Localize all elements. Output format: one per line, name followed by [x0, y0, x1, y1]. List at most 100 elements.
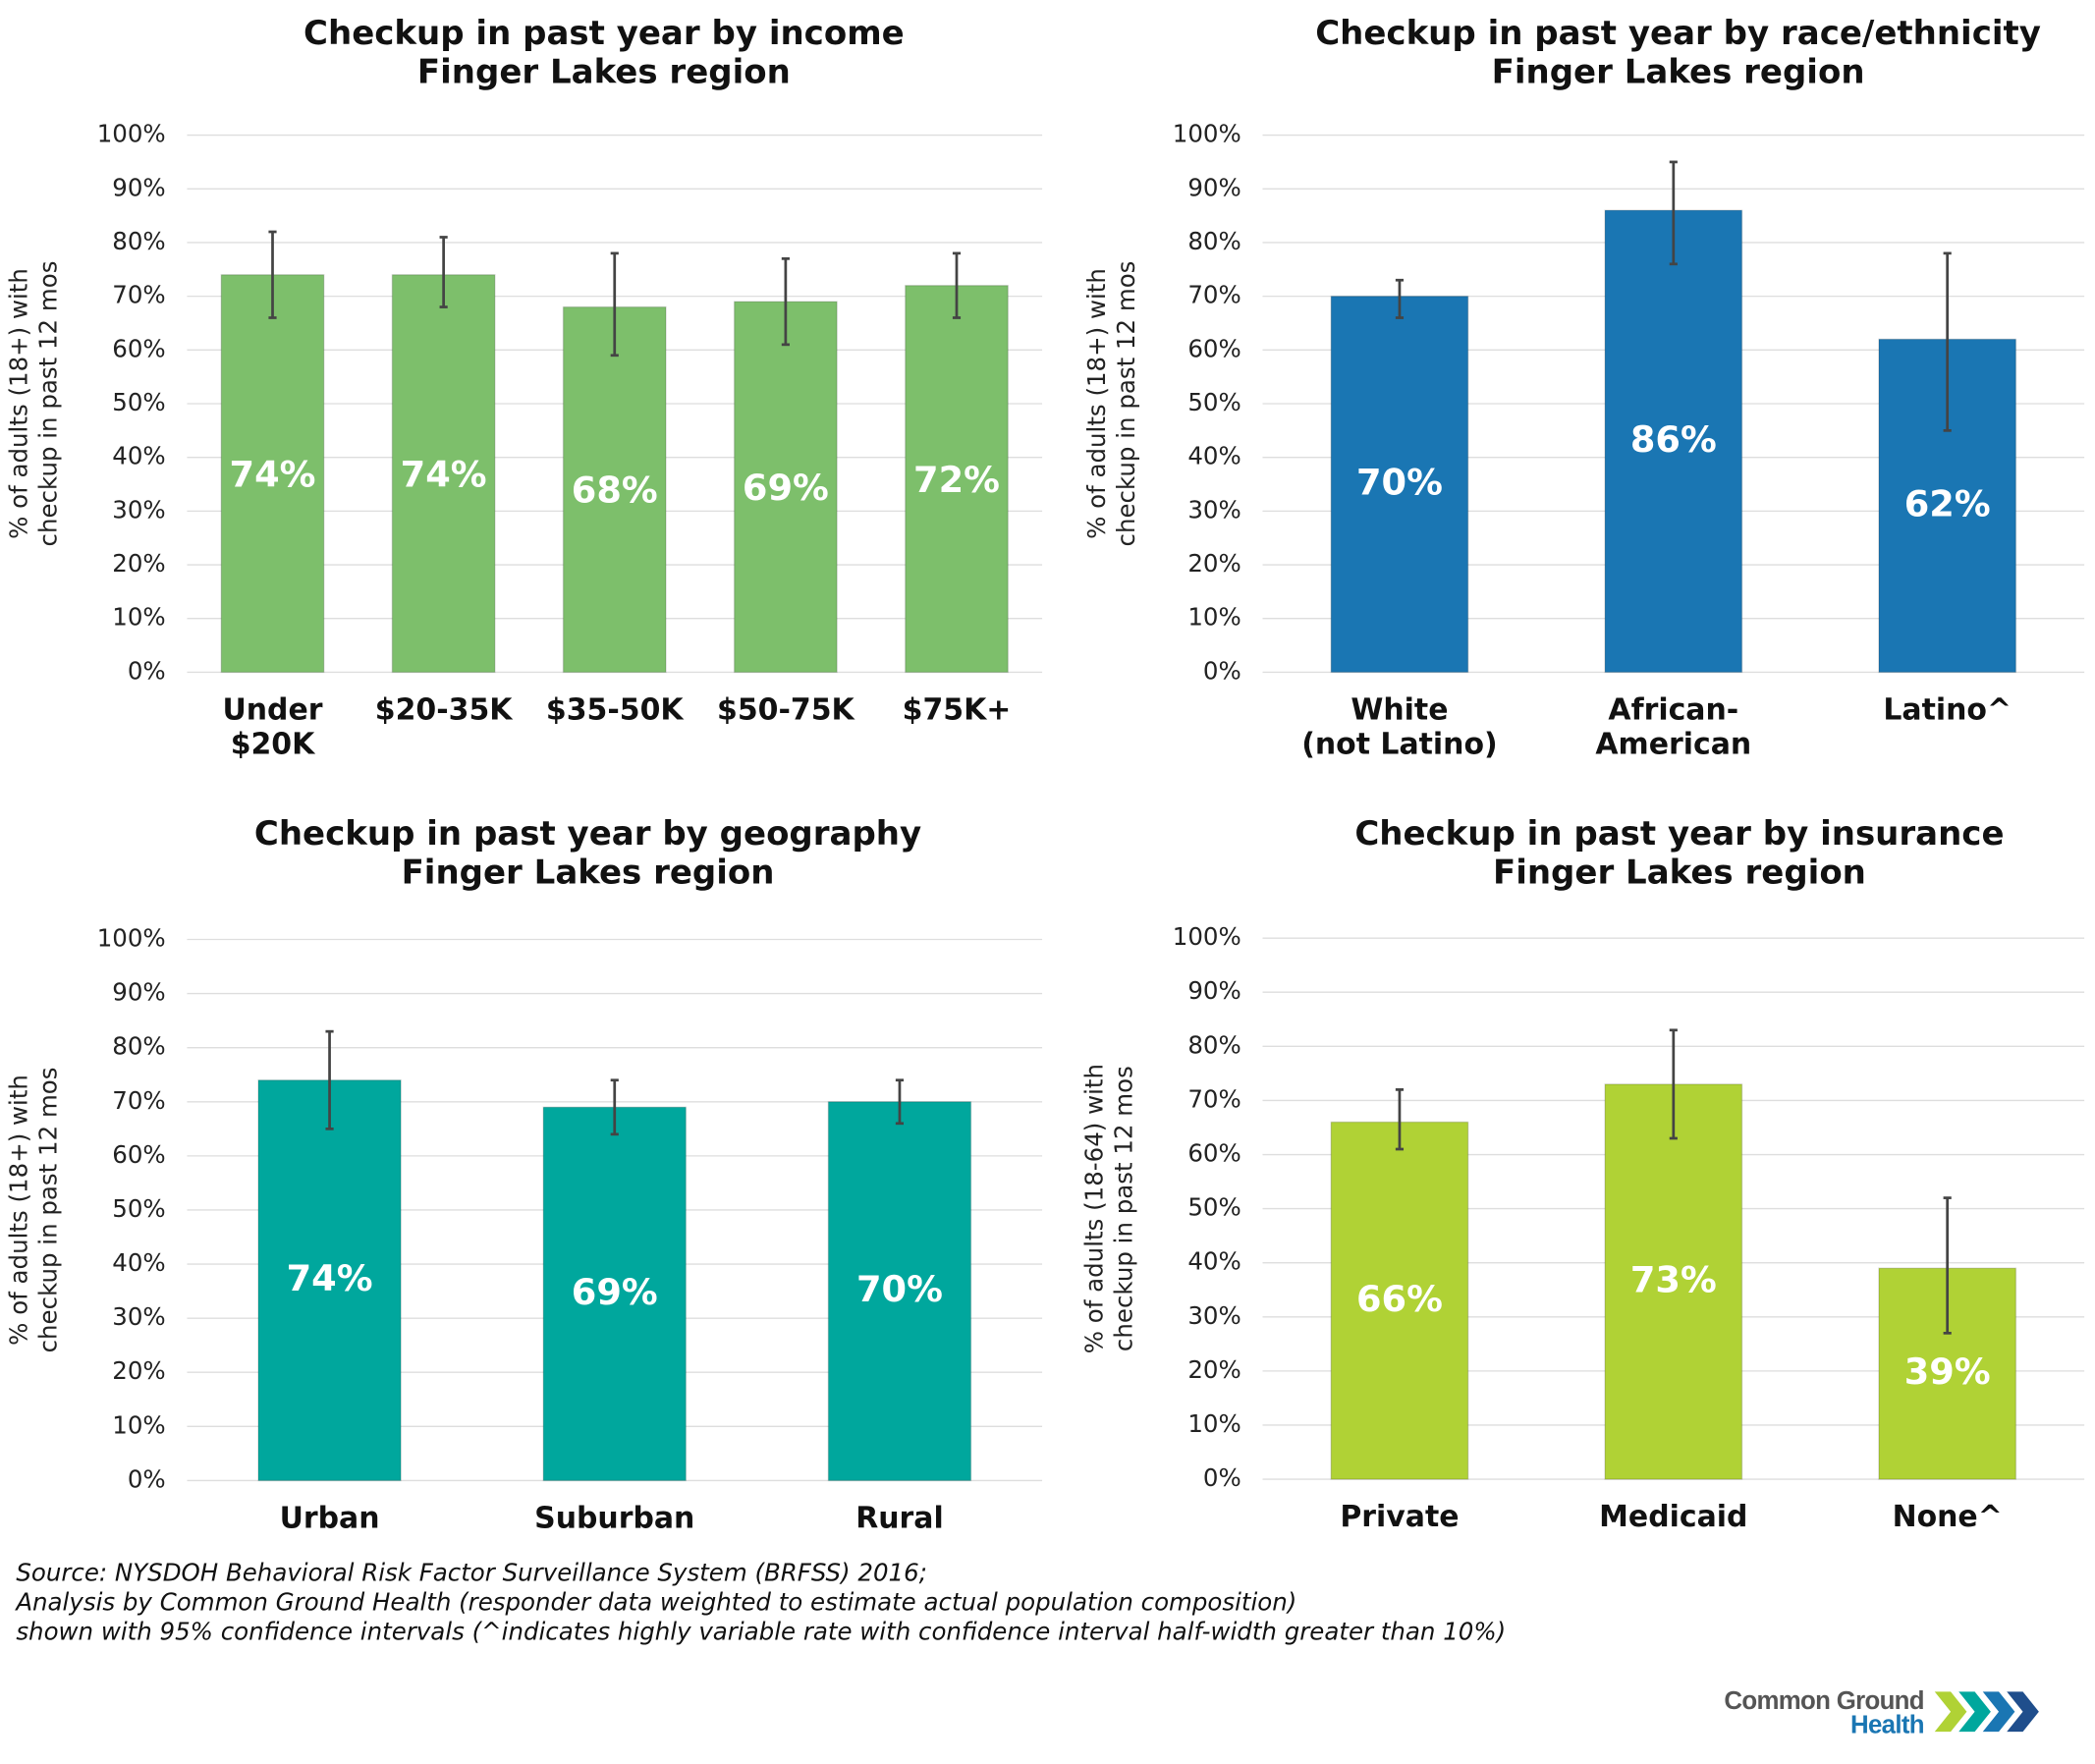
y-tick-label: 100%	[97, 120, 166, 148]
x-tick-label: African-	[1608, 692, 1738, 727]
y-tick-label: 70%	[112, 281, 165, 309]
y-tick-label: 20%	[112, 549, 165, 578]
bar	[391, 274, 496, 674]
data-label: 66%	[1356, 1278, 1443, 1320]
bar	[542, 1106, 687, 1482]
y-tick-label: 90%	[1187, 173, 1240, 201]
x-tick-label: Medicaid	[1599, 1500, 1747, 1534]
chart-subtitle: Finger Lakes region	[1493, 853, 1866, 892]
y-tick-label: 20%	[1187, 549, 1240, 578]
y-tick-label: 30%	[1187, 1301, 1240, 1330]
bar	[827, 1101, 972, 1482]
y-tick-label: 80%	[1187, 227, 1240, 255]
y-tick-label: 40%	[112, 1248, 165, 1277]
y-tick-label: 100%	[97, 923, 166, 952]
y-tick-label: 50%	[1187, 388, 1240, 416]
y-tick-label: 80%	[112, 1032, 165, 1061]
y-tick-label: 70%	[112, 1086, 165, 1115]
y-axis-label: checkup in past 12 mos	[33, 1068, 62, 1353]
y-tick-label: 30%	[112, 495, 165, 524]
bar	[905, 285, 1009, 674]
y-tick-label: 0%	[1203, 1463, 1241, 1492]
y-tick-label: 0%	[1203, 656, 1241, 685]
x-tick-label: Latino^	[1883, 692, 2012, 727]
data-label: 39%	[1904, 1351, 1991, 1393]
data-label: 73%	[1630, 1258, 1717, 1300]
bar	[257, 1079, 402, 1482]
logo-chevrons	[1934, 1691, 2039, 1733]
y-tick-label: 60%	[1187, 1139, 1240, 1168]
data-label: 68%	[572, 469, 658, 512]
data-label: 70%	[856, 1268, 943, 1310]
data-label: 70%	[1356, 462, 1443, 504]
data-label: 62%	[1904, 482, 1991, 524]
y-tick-label: 20%	[112, 1356, 165, 1385]
y-tick-label: 80%	[1187, 1030, 1240, 1059]
data-label: 72%	[913, 459, 1000, 501]
chart-title: Checkup in past year by income	[303, 14, 905, 53]
x-tick-label: Rural	[855, 1501, 944, 1535]
y-tick-label: 70%	[1187, 1084, 1240, 1113]
source-line: Source: NYSDOH Behavioral Risk Factor Su…	[16, 1559, 927, 1587]
source-line: shown with 95% confidence intervals (^in…	[16, 1618, 1506, 1646]
y-tick-label: 100%	[1173, 922, 1241, 951]
x-tick-label: Under	[222, 692, 322, 727]
error-bar	[895, 1078, 905, 1126]
data-label: 69%	[572, 1271, 658, 1313]
y-tick-label: 0%	[128, 1464, 166, 1493]
x-tick-label: Suburban	[534, 1501, 694, 1535]
error-bar	[325, 1029, 334, 1130]
y-tick-label: 60%	[1187, 334, 1240, 362]
data-label: 74%	[230, 453, 316, 495]
error-bar	[781, 256, 790, 347]
data-label: 74%	[287, 1257, 373, 1299]
error-bar	[610, 251, 619, 358]
bar	[1604, 209, 1743, 674]
x-tick-label: Private	[1340, 1500, 1459, 1534]
y-axis-label: checkup in past 12 mos	[1112, 261, 1140, 547]
bar	[220, 274, 325, 674]
y-tick-label: 10%	[112, 1410, 165, 1439]
y-tick-label: 50%	[112, 388, 165, 416]
y-tick-label: 100%	[1173, 120, 1241, 148]
data-label: 86%	[1630, 418, 1717, 461]
y-tick-label: 70%	[1187, 281, 1240, 309]
x-tick-label: None^	[1893, 1500, 2003, 1534]
error-bar	[610, 1078, 619, 1136]
y-tick-label: 40%	[1187, 442, 1240, 470]
x-tick-label: $35-50K	[546, 692, 685, 727]
chart-title: Checkup in past year by insurance	[1354, 814, 2004, 854]
y-axis-label: % of adults (18+) with	[1082, 268, 1111, 539]
bar	[1604, 1083, 1743, 1480]
x-tick-label: Urban	[280, 1501, 380, 1535]
y-tick-label: 30%	[1187, 495, 1240, 524]
error-bar	[1669, 1028, 1678, 1140]
y-axis-label: % of adults (18+) with	[4, 1075, 32, 1346]
chart-subtitle: Finger Lakes region	[402, 853, 775, 892]
y-axis-label: % of adults (18+) with	[4, 268, 32, 539]
x-tick-label: $20K	[231, 728, 316, 762]
y-tick-label: 30%	[112, 1302, 165, 1331]
y-tick-label: 20%	[1187, 1355, 1240, 1384]
source-line: Analysis by Common Ground Health (respon…	[14, 1588, 1296, 1617]
y-tick-label: 60%	[112, 334, 165, 362]
y-tick-label: 0%	[128, 656, 166, 685]
chart-title: Checkup in past year by geography	[254, 814, 921, 854]
y-axis-label: checkup in past 12 mos	[33, 261, 62, 547]
bar	[733, 301, 838, 674]
logo-text: Health	[1850, 1712, 1924, 1739]
x-tick-label: American	[1595, 728, 1751, 762]
y-tick-label: 90%	[112, 173, 165, 201]
y-tick-label: 90%	[1187, 976, 1240, 1005]
error-bar	[1943, 1196, 1952, 1335]
y-axis-label: checkup in past 12 mos	[1109, 1066, 1137, 1351]
x-tick-label: $20-35K	[375, 692, 514, 727]
data-label: 74%	[401, 453, 487, 495]
x-tick-label: (not Latino)	[1301, 728, 1498, 762]
y-tick-label: 10%	[1187, 603, 1240, 632]
y-tick-label: 80%	[112, 227, 165, 255]
y-tick-label: 10%	[1187, 1409, 1240, 1438]
y-tick-label: 50%	[112, 1194, 165, 1223]
chart-subtitle: Finger Lakes region	[417, 52, 791, 91]
